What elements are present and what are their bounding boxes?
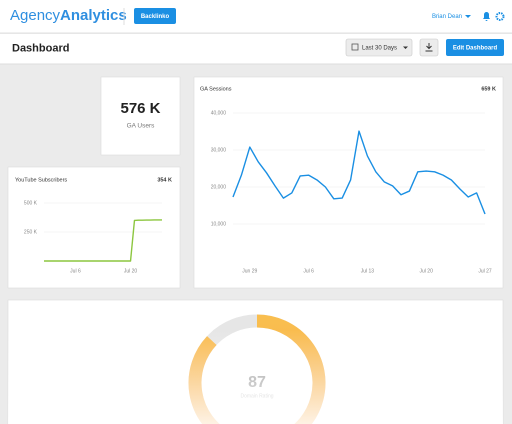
x-tick-label: Jul 20 [124, 268, 138, 274]
youtube-chart: 250 K 500 K Jul 6 Jul 20 [24, 200, 162, 274]
gear-icon[interactable] [495, 12, 505, 21]
x-tick-label: Jul 27 [478, 268, 492, 274]
x-tick-label: Jul 6 [303, 268, 314, 274]
y-tick-label: 500 K [24, 200, 38, 206]
date-range-label: Last 30 Days [362, 46, 397, 52]
calendar-icon [351, 43, 359, 51]
user-menu[interactable]: Brian Dean [432, 14, 462, 20]
client-button[interactable] [134, 8, 176, 24]
ga-sessions-chart: 10,000 20,000 30,000 40,000 Jun 29 Jul 6 Jul 1… [211, 110, 492, 274]
edit-dashboard-button[interactable] [446, 39, 504, 56]
metric-value: 576 K [120, 100, 160, 117]
x-tick-label: Jul 13 [361, 268, 375, 274]
download-icon [425, 43, 433, 52]
widget-title: GA Sessions [200, 86, 232, 92]
y-tick-label: 250 K [24, 229, 38, 235]
y-tick-label: 20,000 [211, 184, 227, 190]
ga-sessions-card [193, 76, 504, 289]
bell-icon[interactable] [483, 12, 490, 21]
youtube-card [7, 166, 181, 289]
x-tick-label: Jul 6 [70, 268, 81, 274]
widget-total: 659 K [481, 86, 496, 92]
edit-dashboard-label: Edit Dashboard [453, 46, 498, 52]
logo-light: Agency [10, 7, 61, 24]
y-tick-label: 40,000 [211, 110, 227, 116]
x-tick-label: Jun 29 [242, 268, 257, 274]
data-line [232, 130, 486, 215]
client-label: Backlinko [141, 14, 170, 20]
top-bar [0, 0, 512, 33]
date-range-button[interactable] [345, 38, 413, 57]
caret [465, 15, 471, 18]
logo-bold: Analytics [60, 7, 127, 24]
y-tick-label: 30,000 [211, 147, 227, 153]
page-title: Dashboard [12, 42, 69, 54]
metric-label: GA Users [127, 123, 156, 130]
fade-overlay [8, 330, 503, 424]
logo[interactable]: AgencyAnalytics [10, 7, 127, 24]
data-line [44, 219, 162, 262]
ga-users-card [100, 76, 181, 156]
caret [403, 46, 408, 49]
widget-total: 354 K [157, 177, 172, 183]
y-tick-label: 10,000 [211, 221, 227, 227]
x-tick-label: Jul 20 [420, 268, 434, 274]
widget-title: YouTube Subscribers [15, 177, 67, 183]
